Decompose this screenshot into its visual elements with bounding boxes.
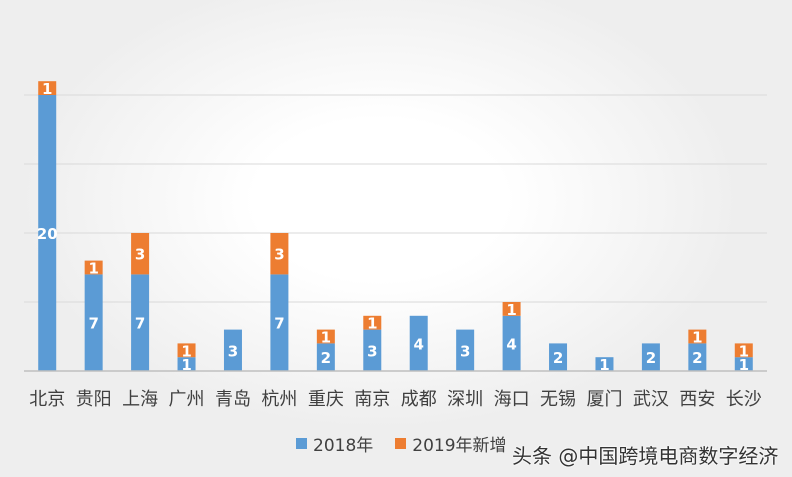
data-label: 3: [135, 246, 145, 264]
bar-2018: [270, 274, 289, 371]
data-label: 7: [88, 315, 98, 333]
data-label: 1: [42, 80, 52, 98]
x-tick-label: 杭州: [261, 389, 297, 410]
data-label: 1: [739, 356, 749, 374]
x-tick-label: 北京: [29, 389, 65, 410]
x-tick-label: 无锡: [540, 389, 576, 410]
data-label: 4: [506, 335, 516, 353]
data-label: 7: [135, 315, 145, 333]
bar-2018: [409, 315, 428, 371]
x-tick-label: 广州: [169, 389, 205, 410]
bar-2019-new: [84, 260, 103, 275]
bar-2018: [316, 343, 335, 371]
bar-2018: [84, 274, 103, 371]
x-tick-label: 厦门: [586, 389, 622, 410]
legend-item-2019-new: 2019年新增: [395, 431, 507, 456]
data-label: 1: [506, 301, 516, 319]
data-label: 1: [88, 260, 98, 278]
bar-2019-new: [502, 302, 521, 316]
legend-label-2019-new: 2019年新增: [412, 436, 507, 456]
data-label: 1: [599, 356, 609, 374]
bar-2018: [502, 315, 521, 371]
data-label: 4: [414, 335, 424, 353]
data-label: 2: [646, 349, 656, 367]
x-tick-label: 南京: [354, 389, 390, 410]
data-label: 7: [274, 315, 284, 333]
bar-2018: [456, 329, 475, 371]
watermark: 头条 @中国跨境电商数字经济: [512, 444, 779, 468]
bar-2018: [549, 343, 568, 371]
data-label: 2: [321, 349, 331, 367]
bar-2019-new: [316, 329, 335, 344]
bar-2018: [177, 357, 196, 371]
legend-item-2018: 2018年: [296, 431, 373, 456]
data-label: 1: [739, 342, 749, 360]
legend-swatch-2019-new: [395, 438, 407, 449]
bar-2018: [734, 357, 753, 371]
bar-2019-new: [177, 343, 196, 358]
legend-swatch-2018: [296, 438, 307, 449]
data-label: 2: [692, 349, 702, 367]
x-tick-label: 西安: [679, 389, 715, 410]
x-tick-label: 海口: [494, 389, 530, 410]
bar-2018: [641, 343, 660, 371]
x-tick-label: 贵阳: [76, 389, 112, 410]
x-tick-label: 深圳: [447, 389, 483, 410]
x-tick-label: 重庆: [308, 389, 344, 410]
data-label: 3: [228, 342, 238, 360]
x-tick-label: 武汉: [633, 389, 669, 410]
bar-2019-new: [131, 233, 150, 275]
legend: 2018年 2019年新增: [296, 431, 507, 456]
bar-2018: [688, 343, 707, 371]
x-tick-label: 上海: [122, 389, 158, 410]
data-label: 20: [37, 225, 58, 243]
data-label: 1: [181, 356, 191, 374]
x-tick-label: 成都: [401, 389, 437, 410]
bar-2018: [363, 329, 382, 371]
bar-2018: [595, 357, 614, 371]
bar-2018: [223, 329, 242, 371]
bar-2019-new: [688, 329, 707, 344]
x-tick-label: 青岛: [215, 389, 251, 410]
data-label: 3: [367, 342, 377, 360]
legend-label-2018: 2018年: [313, 436, 374, 456]
bar-2019-new: [38, 81, 57, 95]
bar-2019-new: [363, 315, 382, 330]
bar-2018: [38, 95, 57, 371]
data-label: 1: [321, 329, 331, 347]
bar-2019-new: [270, 233, 289, 275]
data-label: 3: [460, 342, 470, 360]
bar-2019-new: [734, 343, 753, 358]
data-label: 1: [181, 342, 191, 360]
data-label: 2: [553, 349, 563, 367]
bar-2018: [131, 274, 150, 371]
x-tick-label: 长沙: [726, 389, 762, 410]
data-label: 3: [274, 246, 284, 264]
data-label: 1: [367, 315, 377, 333]
data-label: 1: [692, 329, 702, 347]
